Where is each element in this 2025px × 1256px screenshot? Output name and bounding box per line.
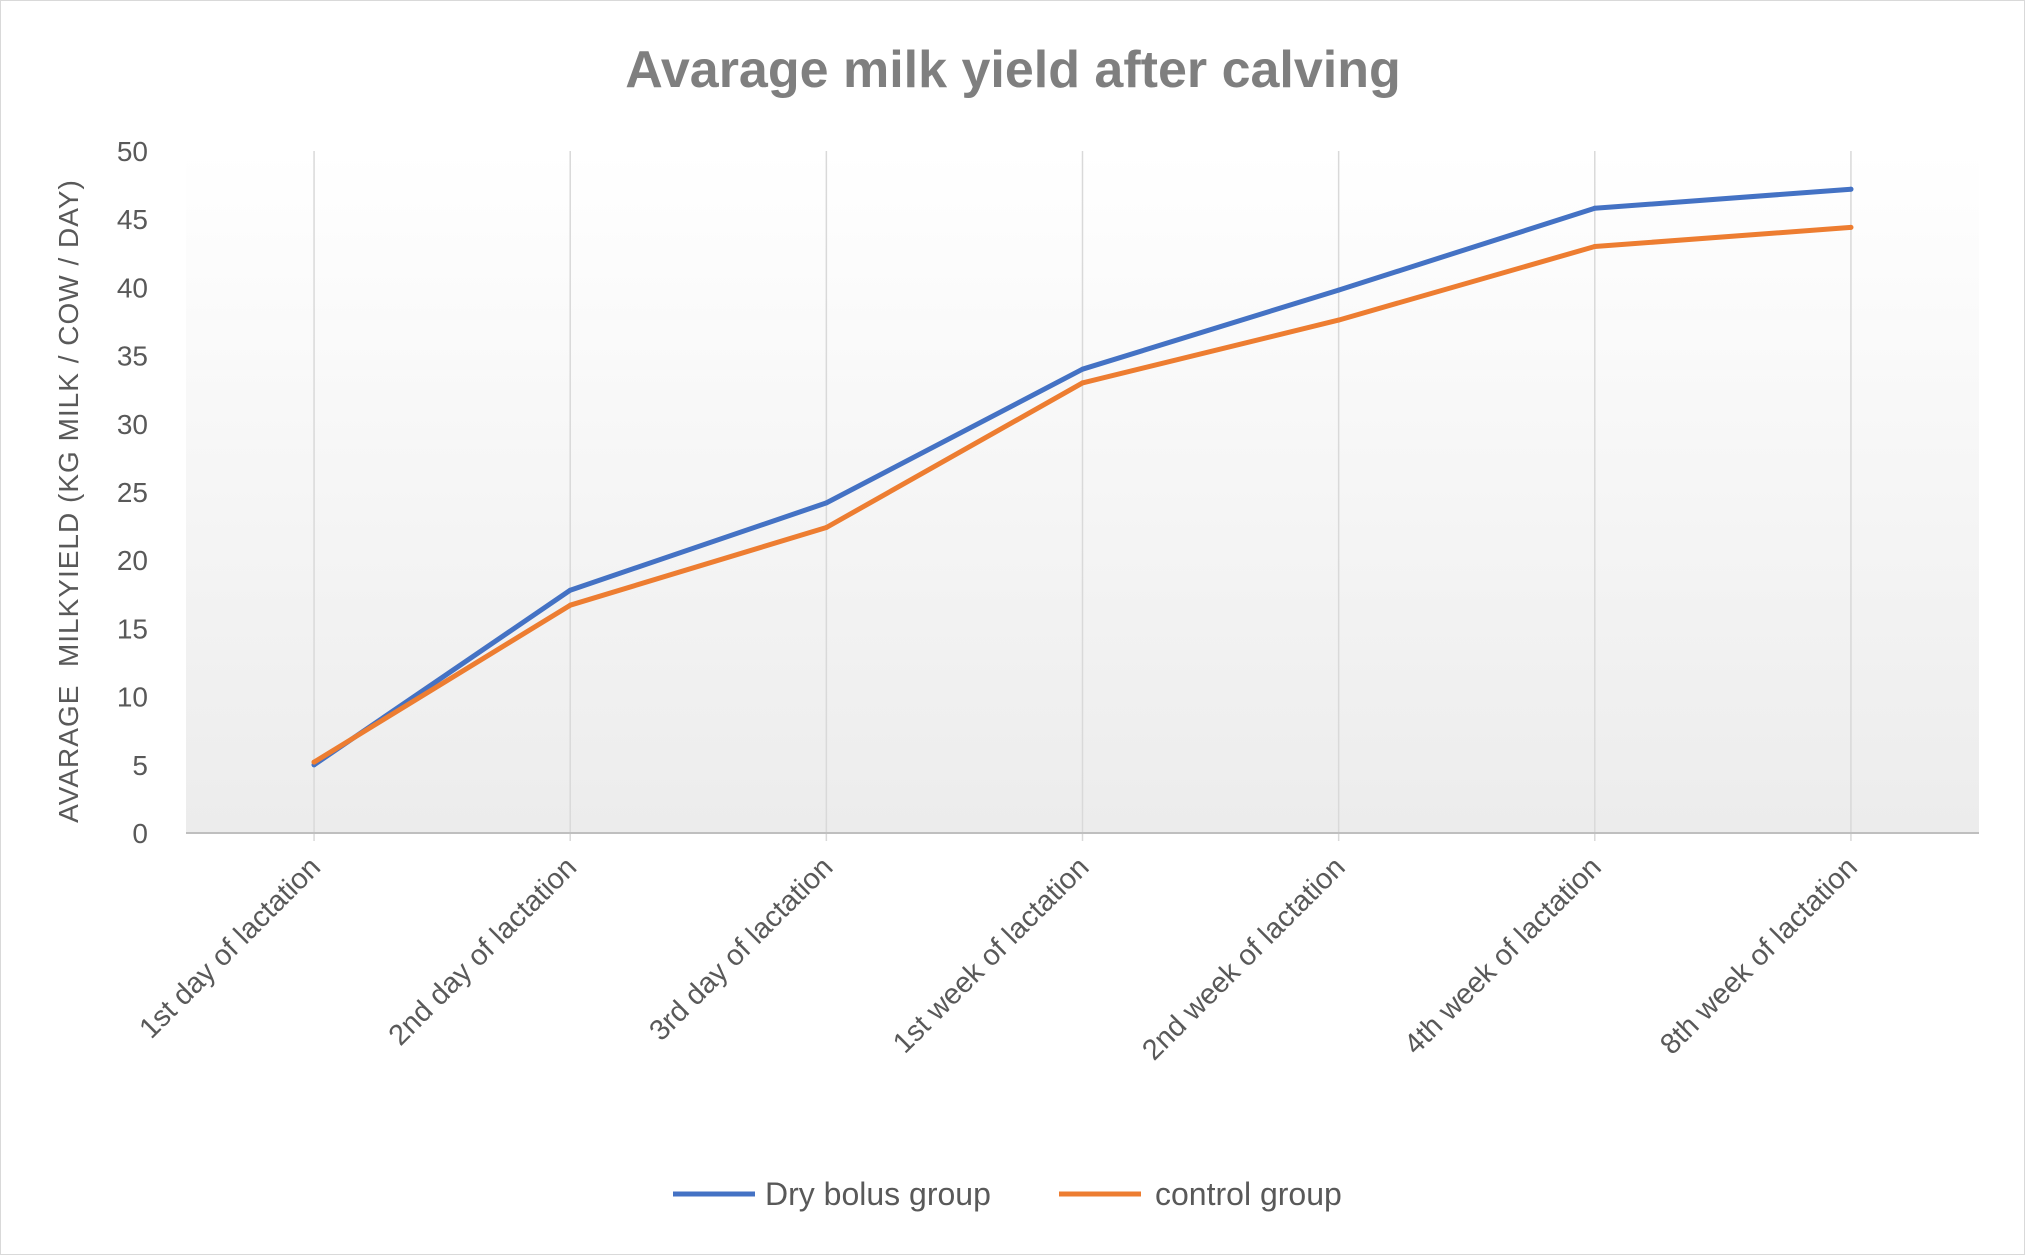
x-tick-label: 2nd day of lactation: [383, 851, 583, 1051]
data-point: [567, 602, 573, 608]
x-tick-label: 3rd day of lactation: [643, 851, 839, 1047]
y-tick-label: 15: [117, 613, 148, 644]
y-tick-label: 10: [117, 682, 148, 713]
data-point: [1848, 186, 1854, 192]
data-point: [1592, 243, 1598, 249]
y-tick-labels: 0 5 10 15 20 25 30 35 40 45 50: [117, 136, 148, 849]
grid-lines: [313, 151, 1852, 841]
y-tick-label: 5: [132, 750, 148, 781]
data-point: [311, 759, 317, 765]
x-tick-labels: 1st day of lactation 2nd day of lactation…: [133, 851, 1863, 1066]
y-tick-label: 40: [117, 272, 148, 303]
x-tick-label: 1st day of lactation: [133, 851, 327, 1045]
data-point: [1592, 205, 1598, 211]
series: [311, 186, 1854, 768]
legend-label: control group: [1155, 1176, 1342, 1212]
y-tick-label: 25: [117, 477, 148, 508]
x-tick-label: 4th week of lactation: [1398, 851, 1608, 1061]
x-tick-label: 8th week of lactation: [1654, 851, 1864, 1061]
data-point: [1336, 317, 1342, 323]
y-tick-label: 30: [117, 409, 148, 440]
data-point: [823, 524, 829, 530]
y-tick-label: 50: [117, 136, 148, 167]
data-point: [823, 500, 829, 506]
legend: Dry bolus group control group: [673, 1176, 1342, 1212]
y-tick-label: 45: [117, 204, 148, 235]
x-tick-label: 1st week of lactation: [887, 851, 1095, 1059]
chart-title: Avarage milk yield after calving: [625, 41, 1401, 99]
y-tick-label: 20: [117, 545, 148, 576]
data-point: [1080, 366, 1085, 372]
legend-label: Dry bolus group: [765, 1176, 991, 1212]
x-tick-label: 2nd week of lactation: [1136, 851, 1351, 1066]
y-tick-label: 35: [117, 341, 148, 372]
y-axis-title: AVARAGE MILKYIELD (KG MILK / COW / DAY): [53, 179, 84, 823]
data-point: [567, 587, 573, 593]
data-point: [1080, 380, 1085, 386]
y-tick-label: 0: [132, 818, 148, 849]
data-point: [1848, 224, 1854, 230]
data-point: [1336, 287, 1342, 293]
